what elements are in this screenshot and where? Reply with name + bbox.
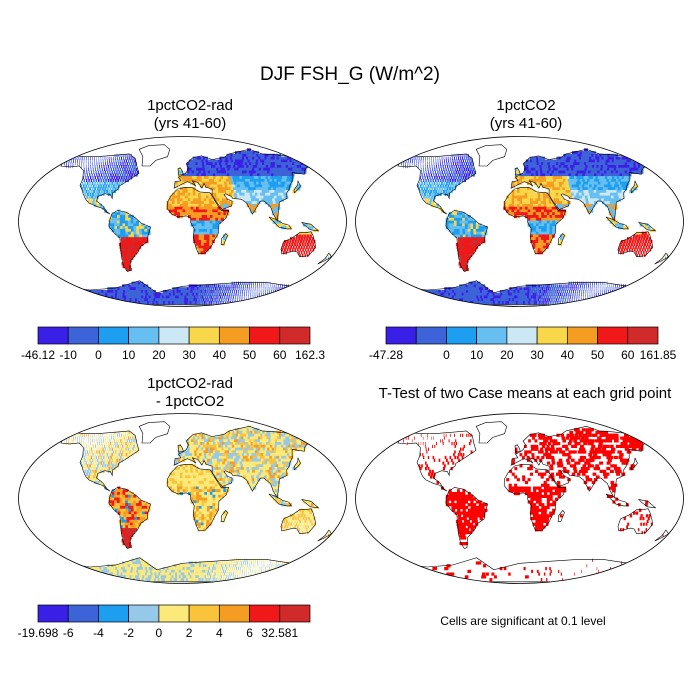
colorbar-swatch xyxy=(536,326,568,345)
colorbar-swatch xyxy=(279,326,311,345)
colorbar-tick-label: 40 xyxy=(213,348,227,362)
colorbar-tick-label: -6 xyxy=(63,626,74,640)
map-cells xyxy=(60,425,331,582)
panel-title-top-right: 1pctCO2 (yrs 41-60) xyxy=(366,97,686,133)
panel-subtitle-line: (yrs 41-60) xyxy=(489,115,563,132)
colorbar-top-left: -46.12 -10 0 10 20 30 40 50 60 162.3 xyxy=(21,326,325,362)
colorbar-swatch xyxy=(188,326,220,345)
map-cells xyxy=(397,428,664,582)
colorbar-tick-label: 20 xyxy=(500,348,514,362)
colorbar-swatch xyxy=(415,326,447,345)
colorbar-swatch xyxy=(128,604,160,623)
colorbar-tick-label: 30 xyxy=(530,348,544,362)
colorbar-swatch xyxy=(158,326,190,345)
colorbar-tick-label: 60 xyxy=(273,348,287,362)
colorbar-swatch xyxy=(566,326,598,345)
map-cells xyxy=(397,148,668,305)
colorbar-tick-label: 30 xyxy=(182,348,196,362)
colorbar-swatch xyxy=(279,604,311,623)
colorbar-top-right: -47.28 0 10 20 30 40 50 60 161.85 xyxy=(369,326,677,362)
colorbar-swatch xyxy=(158,604,190,623)
map-frame xyxy=(18,136,347,307)
panel-title-bottom-left: 1pctCO2-rad - 1pctCO2 xyxy=(30,375,350,411)
map-panel-top-right xyxy=(355,136,684,307)
colorbar-swatch xyxy=(67,326,99,345)
colorbar-tick-label: 162.3 xyxy=(295,348,325,362)
panel-title-line: T-Test of two Case means at each grid po… xyxy=(378,385,672,402)
map-panel-top-left xyxy=(18,136,347,307)
colorbar-tick-label: 0 xyxy=(156,626,163,640)
colorbar-tick-label: 6 xyxy=(246,626,253,640)
colorbar-bottom-left: -19.698 -6 -4 -2 0 2 4 6 32.581 xyxy=(18,604,311,640)
colorbar-swatch xyxy=(597,326,629,345)
colorbar-tick-label: -10 xyxy=(60,348,78,362)
colorbar-tick-label: 0 xyxy=(443,348,450,362)
colorbar-tick-label: 0 xyxy=(95,348,102,362)
colorbar-swatch xyxy=(627,326,659,345)
panel-subtitle-line: - 1pctCO2 xyxy=(155,393,225,410)
colorbar-swatch xyxy=(506,326,538,345)
colorbar-swatch xyxy=(37,604,69,623)
colorbar-tick-label: 40 xyxy=(561,348,575,362)
colorbar-tick-label: 2 xyxy=(186,626,193,640)
colorbar-swatch xyxy=(249,604,281,623)
colorbar-tick-label: 32.581 xyxy=(261,626,298,640)
colorbar-swatch xyxy=(385,326,417,345)
colorbar-swatch xyxy=(249,326,281,345)
map-frame xyxy=(18,413,347,584)
map-frame xyxy=(355,413,684,584)
colorbar-tick-label: 10 xyxy=(122,348,136,362)
panel-title-top-left: 1pctCO2-rad (yrs 41-60) xyxy=(30,97,350,133)
coastlines xyxy=(395,421,669,583)
colorbar-tick-label: -46.12 xyxy=(21,348,55,362)
panel-title-bottom-right: T-Test of two Case means at each grid po… xyxy=(355,385,695,402)
colorbar-tick-label: 50 xyxy=(243,348,257,362)
colorbar-swatch xyxy=(128,326,160,345)
colorbar-swatch xyxy=(218,604,250,623)
colorbar-tick-label: 50 xyxy=(591,348,605,362)
colorbar-tick-label: 4 xyxy=(216,626,223,640)
colorbar-swatch xyxy=(98,326,130,345)
colorbar-swatch xyxy=(98,604,130,623)
colorbar-swatch xyxy=(476,326,508,345)
colorbar-tick-label: 10 xyxy=(470,348,484,362)
colorbar-swatch xyxy=(188,604,220,623)
colorbar-swatch xyxy=(37,326,69,345)
map-panel-bottom-right xyxy=(355,413,684,584)
significance-note: Cells are significant at 0.1 level xyxy=(440,614,606,628)
panel-title-line: 1pctCO2-rad xyxy=(147,97,233,114)
colorbar-swatch xyxy=(67,604,99,623)
colorbar-tick-label: -47.28 xyxy=(369,348,403,362)
colorbar-tick-label: 60 xyxy=(621,348,635,362)
figure-title: DJF FSH_G (W/m^2) xyxy=(260,64,440,85)
panel-subtitle-line: (yrs 41-60) xyxy=(153,115,227,132)
map-panel-bottom-left xyxy=(18,413,347,584)
panel-title-line: 1pctCO2 xyxy=(496,97,556,114)
map-cells xyxy=(60,148,331,305)
colorbar-swatch xyxy=(218,326,250,345)
colorbar-tick-label: -19.698 xyxy=(18,626,59,640)
colorbar-tick-label: 161.85 xyxy=(640,348,677,362)
map-frame xyxy=(355,136,684,307)
colorbar-swatch xyxy=(446,326,478,345)
colorbar-tick-label: -2 xyxy=(123,626,134,640)
colorbar-tick-label: 20 xyxy=(152,348,166,362)
colorbar-tick-label: -4 xyxy=(93,626,104,640)
panel-title-line: 1pctCO2-rad xyxy=(147,375,233,392)
